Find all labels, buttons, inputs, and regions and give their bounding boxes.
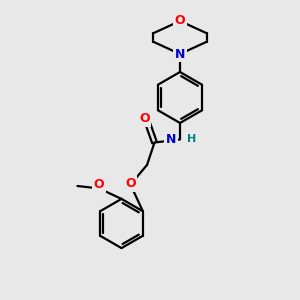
- Text: H: H: [187, 134, 196, 145]
- Text: O: O: [139, 112, 150, 125]
- Text: O: O: [175, 14, 185, 28]
- Text: N: N: [175, 47, 185, 61]
- Text: O: O: [125, 177, 136, 190]
- Text: N: N: [166, 133, 176, 146]
- Text: O: O: [93, 178, 104, 191]
